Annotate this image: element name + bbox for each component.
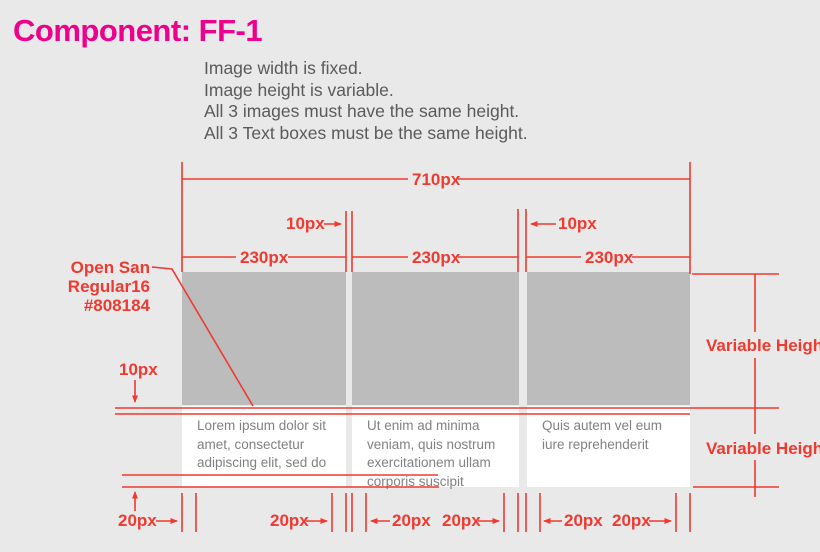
variable-height-brackets xyxy=(692,273,779,497)
font-note-color: #808184 xyxy=(83,296,150,315)
image-placeholder-2 xyxy=(352,272,519,405)
instruction-line: All 3 images must have the same height. xyxy=(204,101,520,122)
font-note: Open San Regular16 #808184 xyxy=(10,258,150,315)
variable-height-label-text: Variable Height xyxy=(706,439,820,458)
gap-label-2: 10px xyxy=(558,214,597,233)
padding-label-1: 20px xyxy=(118,511,157,530)
padding-label-6: 20px xyxy=(612,511,651,530)
instruction-line: All 3 Text boxes must be the same height… xyxy=(204,122,528,143)
total-width-label: 710px xyxy=(412,170,461,189)
spec-instructions: Image width is fixed. Image height is va… xyxy=(204,58,528,144)
text-box-3: Quis autem vel eum iure reprehenderit xyxy=(527,406,690,487)
gap-label-1: 10px xyxy=(286,214,325,233)
text-box-1-content: Lorem ipsum dolor sit amet, consectetur … xyxy=(197,418,327,470)
col-width-label-1: 230px xyxy=(240,248,289,267)
instruction-line: Image width is fixed. xyxy=(204,58,363,78)
text-box-3-content: Quis autem vel eum iure reprehenderit xyxy=(542,418,663,452)
text-box-2-content: Ut enim ad minima veniam, quis nostrum e… xyxy=(367,418,496,489)
col-width-label-2: 230px xyxy=(412,248,461,267)
text-box-2: Ut enim ad minima veniam, quis nostrum e… xyxy=(352,406,519,489)
padding-label-2: 20px xyxy=(270,511,309,530)
col-width-label-3: 230px xyxy=(585,248,634,267)
text-box-1: Lorem ipsum dolor sit amet, consectetur … xyxy=(182,406,346,487)
page-title: Component: FF-1 xyxy=(13,13,263,48)
padding-label-4: 20px xyxy=(442,511,481,530)
image-placeholder-3 xyxy=(527,272,690,405)
font-note-family: Open San Regular16 xyxy=(67,258,150,296)
padding-label-3: 20px xyxy=(392,511,431,530)
text-gap-label: 10px xyxy=(119,360,158,379)
instruction-line: Image height is variable. xyxy=(204,79,394,100)
image-placeholder-1 xyxy=(182,272,346,405)
padding-label-5: 20px xyxy=(564,511,603,530)
variable-height-label-images: Variable Height xyxy=(706,336,820,355)
